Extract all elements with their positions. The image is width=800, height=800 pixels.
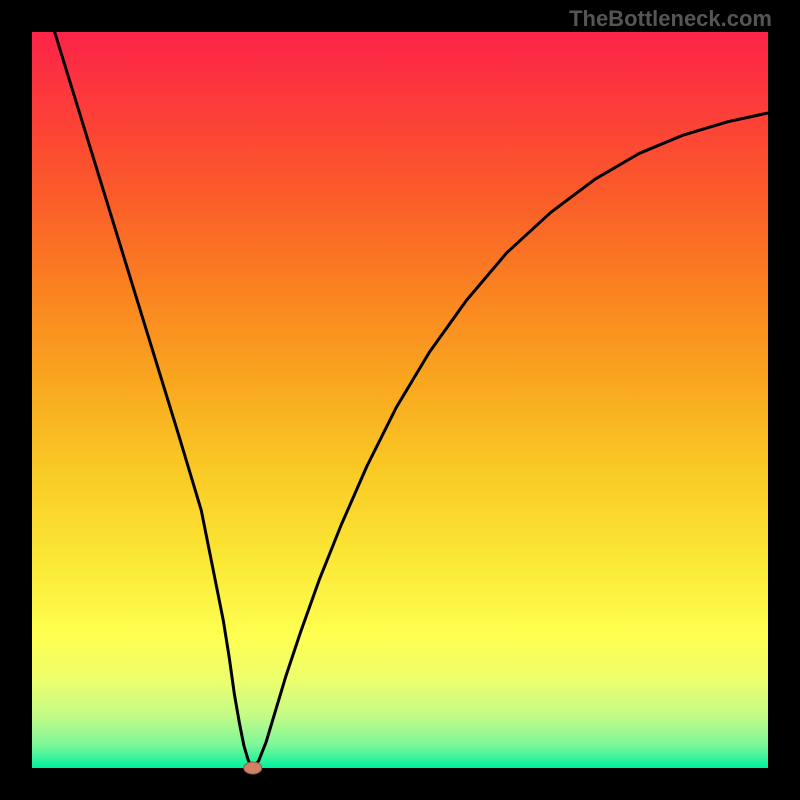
chart-svg: [0, 0, 800, 800]
watermark-text: TheBottleneck.com: [569, 6, 772, 32]
minimum-marker: [244, 762, 262, 774]
chart-container: TheBottleneck.com: [0, 0, 800, 800]
